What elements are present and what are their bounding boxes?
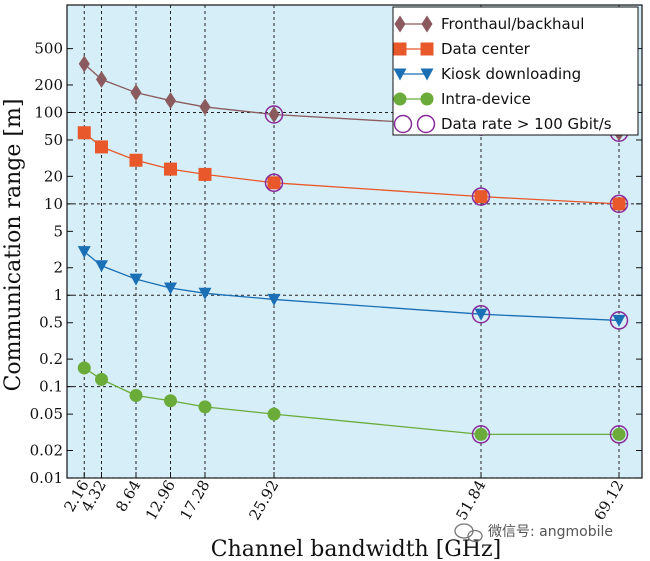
data-point bbox=[78, 55, 90, 73]
legend-item: Data rate > 100 Gbit/s bbox=[393, 114, 612, 134]
legend-item: Data center bbox=[393, 40, 531, 58]
y-tick-label: 5 bbox=[53, 222, 63, 240]
y-tick-label: 200 bbox=[34, 76, 63, 94]
series-2 bbox=[77, 246, 626, 327]
highlight-marker bbox=[609, 311, 629, 330]
data-point bbox=[77, 361, 91, 375]
data-point bbox=[267, 293, 281, 306]
data-point bbox=[474, 308, 488, 321]
series-line bbox=[83, 251, 620, 322]
y-tick-label: 500 bbox=[34, 40, 63, 58]
y-tick-label: 50 bbox=[44, 131, 63, 149]
x-axis-title: Channel bandwidth [GHz] bbox=[211, 537, 501, 561]
y-tick-label: 20 bbox=[44, 167, 63, 185]
data-point bbox=[129, 273, 143, 286]
data-point bbox=[164, 282, 177, 295]
data-point bbox=[77, 126, 91, 140]
highlight-marker bbox=[264, 173, 284, 193]
data-point bbox=[267, 407, 281, 421]
data-point bbox=[474, 190, 488, 204]
legend-label: Kiosk downloading bbox=[441, 65, 581, 83]
legend-marker bbox=[420, 42, 434, 56]
y-tick-label: 2 bbox=[53, 259, 63, 277]
data-point bbox=[130, 84, 142, 102]
y-tick-label: 1 bbox=[53, 286, 63, 304]
legend-marker bbox=[416, 114, 436, 134]
data-point bbox=[164, 394, 177, 408]
series-1 bbox=[77, 126, 626, 211]
y-tick-label: 0.1 bbox=[39, 378, 63, 396]
legend-marker bbox=[420, 92, 434, 106]
highlight-marker bbox=[471, 304, 491, 324]
legend-label: Intra-device bbox=[441, 90, 531, 108]
y-tick-label: 0.01 bbox=[30, 469, 63, 487]
legend-marker bbox=[394, 15, 406, 33]
legend-marker bbox=[393, 114, 413, 134]
y-tick-label: 0.05 bbox=[30, 405, 63, 423]
legend-item: Fronthaul/backhaul bbox=[394, 15, 584, 33]
highlight-marker bbox=[471, 425, 491, 444]
x-tick-label: 51.84 bbox=[452, 477, 489, 523]
x-tick-label: 17.28 bbox=[176, 477, 213, 523]
highlight-marker bbox=[609, 425, 629, 444]
series-3 bbox=[77, 361, 626, 441]
data-point bbox=[129, 153, 143, 167]
legend-label: Data rate > 100 Gbit/s bbox=[441, 115, 612, 133]
data-point bbox=[612, 197, 626, 211]
wechat-icon bbox=[454, 523, 483, 543]
data-point bbox=[268, 106, 280, 123]
data-point bbox=[198, 167, 212, 181]
y-tick-label: 0.2 bbox=[39, 350, 63, 368]
legend-label: Data center bbox=[441, 40, 531, 58]
y-tick-label: 0.5 bbox=[39, 314, 63, 332]
data-point bbox=[612, 314, 626, 327]
y-axis: 0.01 0.02 0.05 0.1 0.2 0.5 1 2 5 10 20 50 100 200 500 bbox=[30, 40, 642, 487]
watermark: 微信号: angmobile bbox=[454, 523, 613, 543]
watermark-text: 微信号: angmobile bbox=[488, 524, 613, 540]
data-point bbox=[474, 427, 488, 441]
data-point bbox=[95, 70, 108, 88]
data-point bbox=[198, 400, 212, 414]
data-point bbox=[95, 372, 108, 386]
data-point bbox=[198, 287, 212, 300]
legend-box bbox=[392, 6, 639, 136]
data-point bbox=[129, 388, 143, 402]
x-tick-label: 8.64 bbox=[112, 477, 144, 515]
data-point bbox=[95, 140, 108, 154]
data-point bbox=[164, 92, 177, 110]
y-tick-label: 0.02 bbox=[30, 441, 63, 459]
x-tick-label: 12.96 bbox=[142, 477, 179, 523]
legend-item: Kiosk downloading bbox=[393, 65, 581, 83]
legend-marker bbox=[393, 68, 407, 81]
legend-marker bbox=[420, 68, 434, 81]
legend-marker bbox=[393, 92, 407, 106]
x-tick-label: 25.92 bbox=[245, 477, 282, 523]
y-tick-label: 100 bbox=[34, 103, 63, 121]
data-point bbox=[95, 260, 108, 273]
highlight-marker bbox=[609, 194, 629, 214]
legend-marker bbox=[393, 42, 407, 56]
legend-item: Intra-device bbox=[393, 90, 531, 108]
legend: Fronthaul/backhaul Data center Kiosk downl… bbox=[392, 6, 639, 136]
data-point bbox=[77, 246, 91, 259]
y-tick-label: 10 bbox=[44, 195, 63, 213]
data-point bbox=[164, 162, 177, 176]
legend-marker bbox=[421, 15, 433, 33]
data-point bbox=[612, 427, 626, 441]
x-tick-label: 69.12 bbox=[590, 477, 627, 523]
data-point bbox=[267, 176, 281, 190]
highlight-marker bbox=[471, 187, 491, 206]
legend-label: Fronthaul/backhaul bbox=[441, 15, 584, 33]
highlight-marker bbox=[264, 105, 284, 124]
y-axis-title: Communication range [m] bbox=[1, 99, 26, 392]
data-point bbox=[199, 98, 211, 116]
